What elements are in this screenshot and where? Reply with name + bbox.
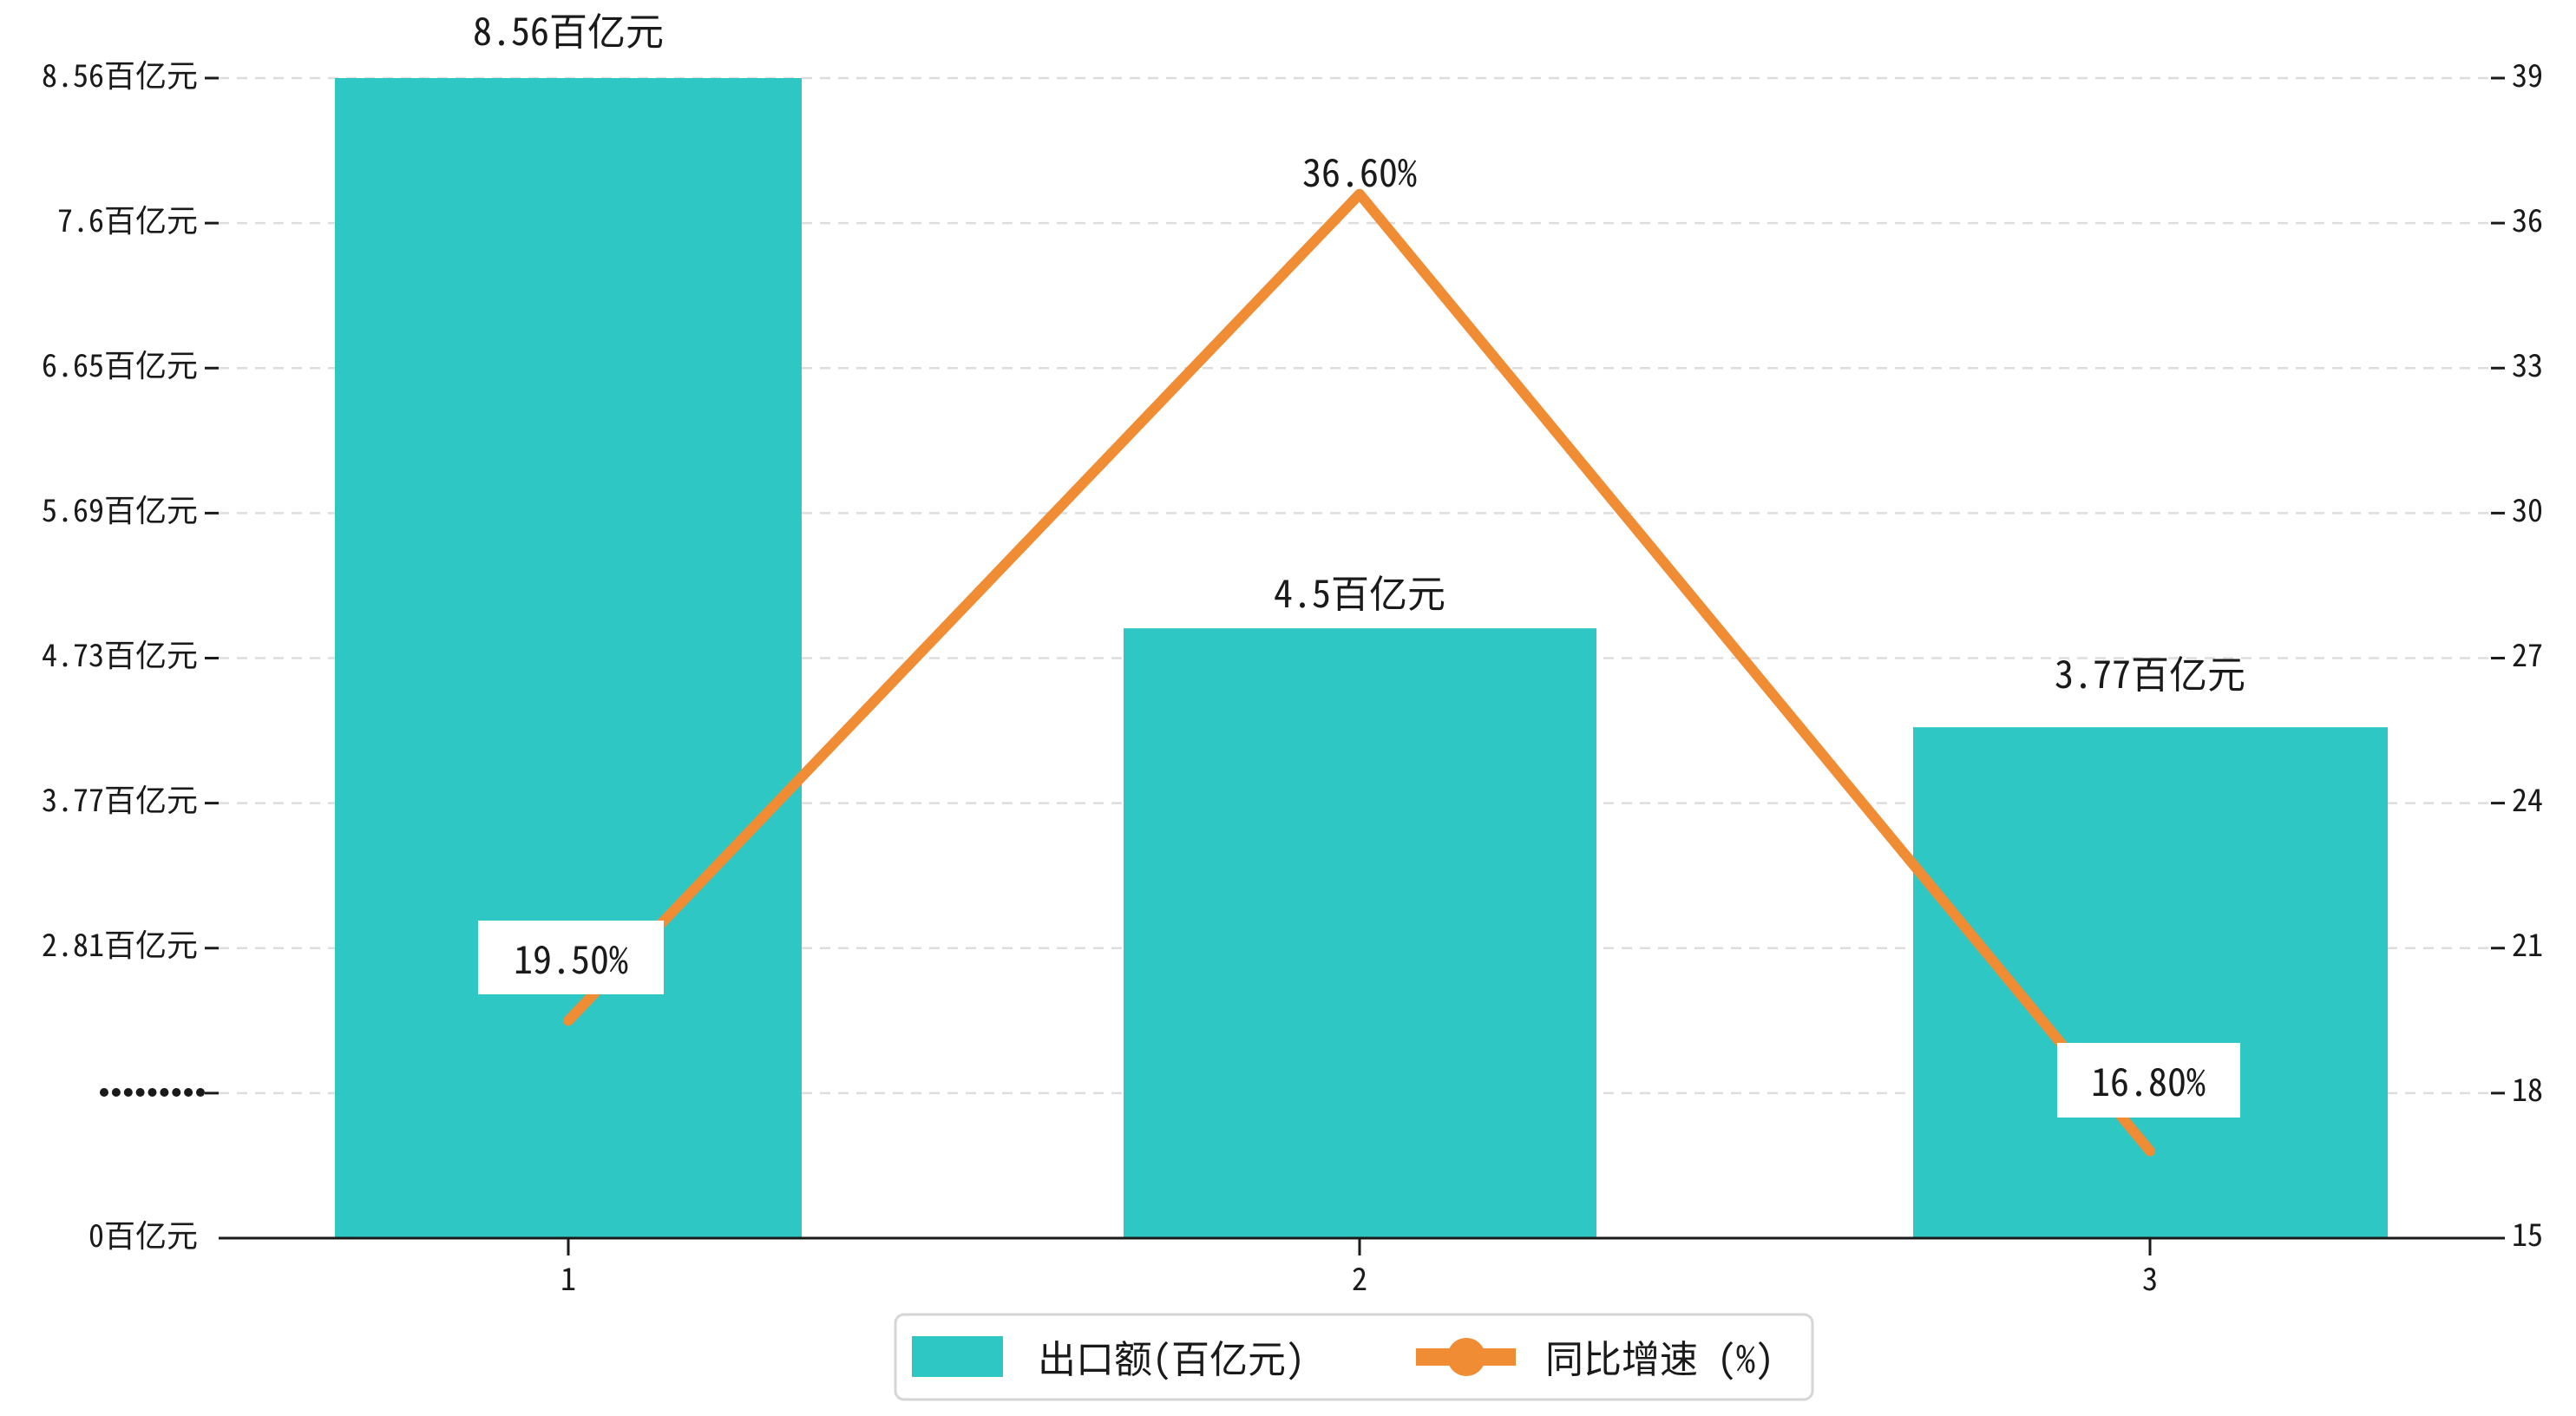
svg-text:8.56百亿元: 8.56百亿元 [473, 1, 664, 56]
svg-text:21: 21 [2512, 921, 2543, 966]
svg-text:2: 2 [1352, 1255, 1367, 1300]
svg-text:15: 15 [2512, 1210, 2543, 1255]
svg-text:5.69百亿元: 5.69百亿元 [42, 486, 198, 531]
svg-text:36: 36 [2512, 196, 2543, 241]
svg-text:6.65百亿元: 6.65百亿元 [42, 341, 198, 386]
svg-text:3.77百亿元: 3.77百亿元 [42, 776, 198, 821]
svg-text:8.56百亿元: 8.56百亿元 [42, 51, 198, 96]
svg-text:2.81百亿元: 2.81百亿元 [42, 921, 198, 966]
svg-text:39: 39 [2512, 51, 2543, 96]
svg-text:0百亿元: 0百亿元 [88, 1211, 198, 1256]
svg-text:16.80%: 16.80% [2091, 1052, 2206, 1107]
svg-text:33: 33 [2512, 341, 2543, 386]
svg-text:19.50%: 19.50% [514, 929, 628, 985]
svg-text:36.60%: 36.60% [1302, 142, 1417, 198]
svg-text:30: 30 [2512, 486, 2543, 531]
svg-text:24: 24 [2512, 776, 2543, 821]
svg-text:3: 3 [2142, 1255, 2158, 1300]
svg-text:4.73百亿元: 4.73百亿元 [42, 631, 198, 676]
svg-text:同比增速 (%): 同比增速 (%) [1545, 1328, 1774, 1384]
svg-text:4.5百亿元: 4.5百亿元 [1274, 563, 1445, 619]
svg-text:7.6百亿元: 7.6百亿元 [57, 196, 198, 241]
svg-text:3.77百亿元: 3.77百亿元 [2055, 644, 2245, 699]
svg-text:18: 18 [2512, 1065, 2543, 1111]
svg-text:出口额(百亿元): 出口额(百亿元) [1038, 1328, 1305, 1384]
svg-text:1: 1 [560, 1255, 576, 1300]
svg-text:27: 27 [2512, 631, 2543, 676]
